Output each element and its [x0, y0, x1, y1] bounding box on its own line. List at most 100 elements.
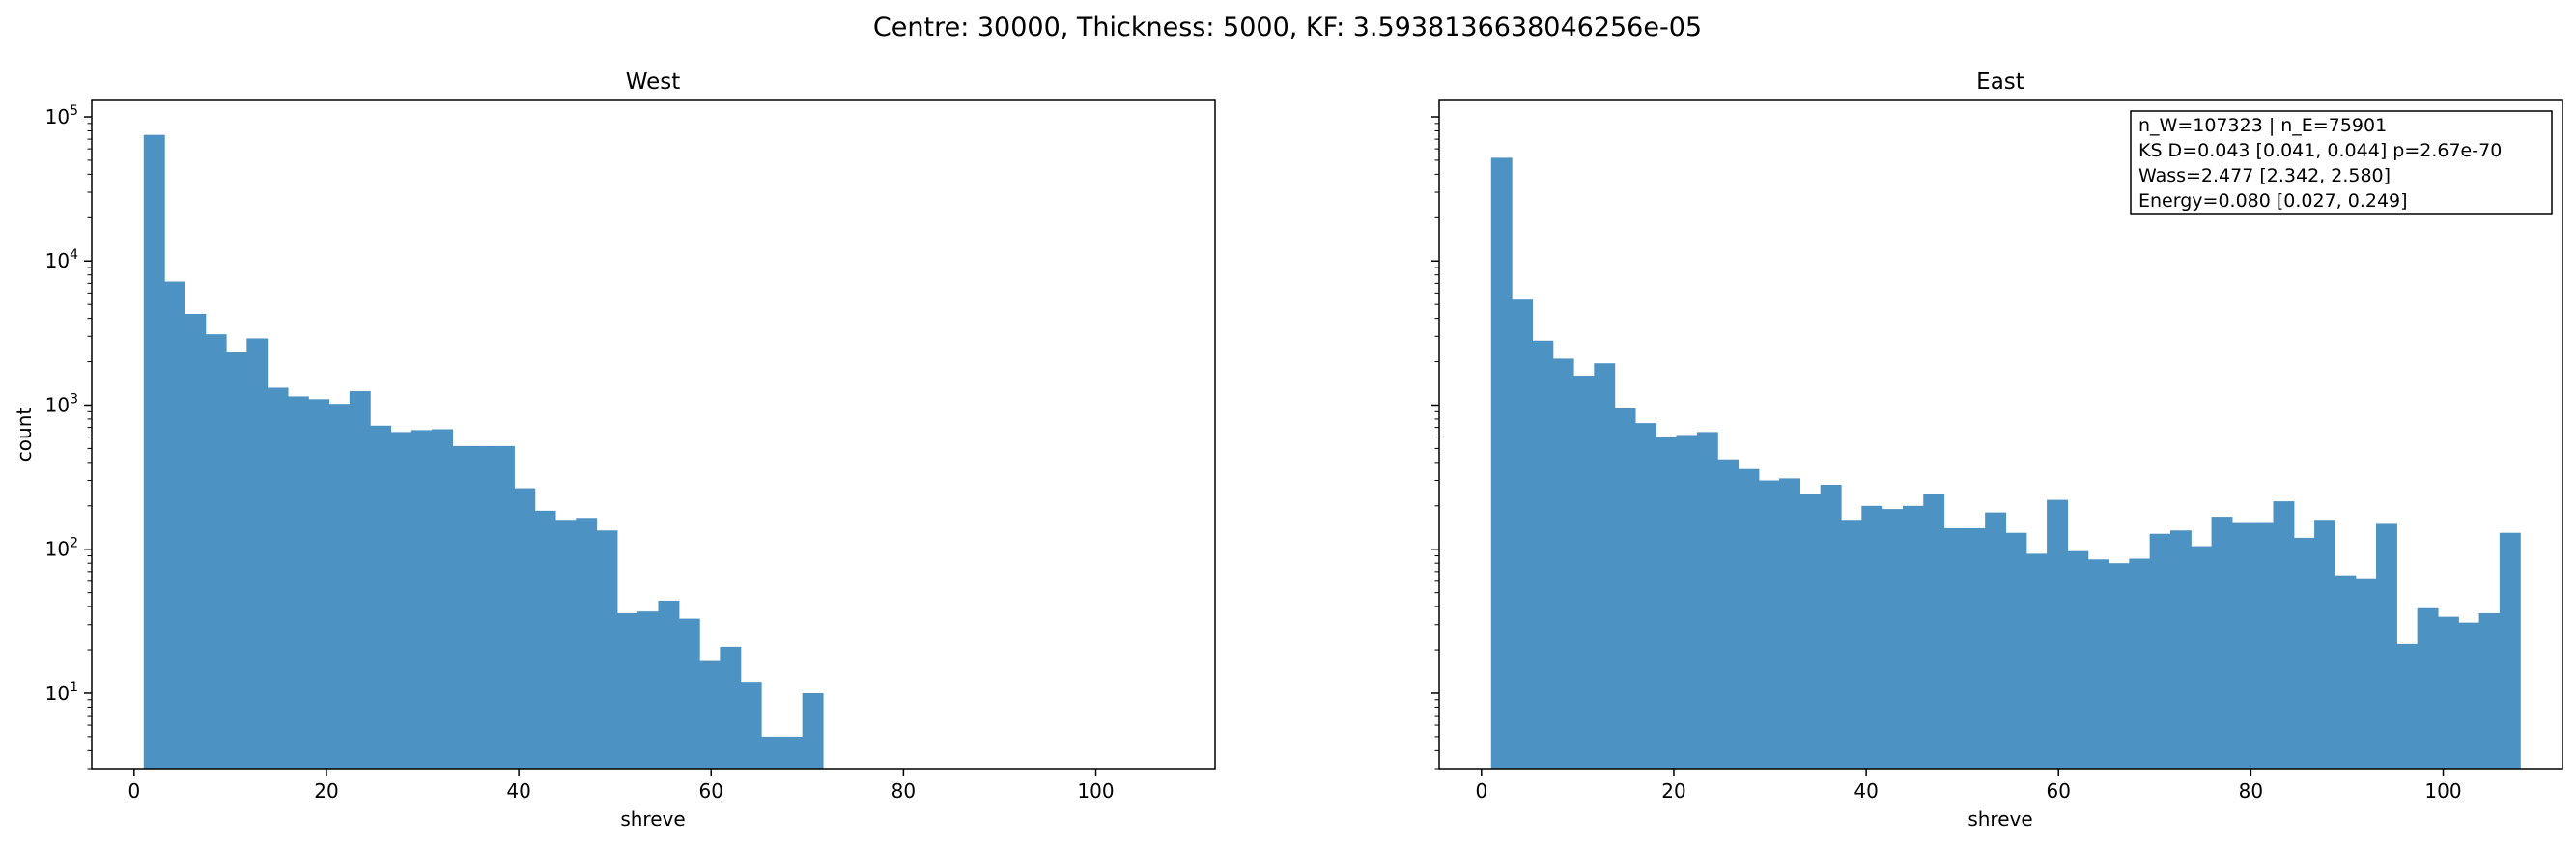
figure-suptitle: Centre: 30000, Thickness: 5000, KF: 3.59… [873, 13, 1702, 42]
west-bars [143, 134, 824, 769]
east-xtick-label-100: 100 [2424, 779, 2461, 803]
west-bar-13 [410, 430, 433, 769]
west-bar-10 [349, 391, 371, 769]
west-bar-8 [308, 399, 330, 769]
west-panel: West shreve count 0 20 40 60 80 100 101 102 103… [13, 70, 1216, 831]
east-bar-13 [1758, 480, 1780, 769]
stats-line-3: Wass=2.477 [2.342, 2.580] [2138, 165, 2391, 186]
east-xtick-label-0: 0 [1475, 779, 1487, 803]
east-bar-15 [1799, 493, 1822, 769]
east-bar-3 [1552, 358, 1574, 769]
west-bar-16 [472, 445, 495, 769]
west-ytick-label-10: 101 [45, 680, 78, 705]
west-bar-19 [534, 510, 556, 769]
west-bar-6 [267, 387, 289, 769]
east-bar-19 [1882, 509, 1904, 769]
east-axes-frame [1438, 99, 2563, 770]
west-axes-frame [91, 99, 1216, 770]
east-bar-46 [2437, 616, 2459, 769]
east-bar-35 [2211, 517, 2233, 769]
west-bar-3 [205, 334, 227, 769]
west-xtick-label-100: 100 [1077, 779, 1114, 803]
west-bar-0 [143, 134, 165, 769]
west-ytick-label-1000: 103 [45, 391, 78, 416]
east-bar-28 [2067, 550, 2089, 769]
east-bar-20 [1902, 505, 1924, 769]
east-stats-annotation: n_W=107323 | n_E=75901 KS D=0.043 [0.041… [2130, 110, 2553, 215]
west-bar-31 [781, 736, 804, 769]
west-xticks: 0 20 40 60 80 100 [127, 769, 1115, 803]
west-bar-18 [514, 488, 536, 769]
west-bar-2 [184, 313, 207, 769]
east-bar-14 [1779, 478, 1800, 769]
east-yticks [1431, 116, 1439, 770]
west-xtick-label-0: 0 [127, 779, 140, 803]
west-xtick-label-80: 80 [892, 779, 916, 803]
east-bar-38 [2273, 501, 2295, 769]
east-bar-24 [1985, 512, 2007, 769]
east-bar-43 [2376, 523, 2397, 769]
west-title: West [626, 70, 681, 95]
east-bar-32 [2149, 533, 2171, 769]
west-bar-24 [637, 611, 660, 769]
west-xlabel: shreve [620, 807, 685, 831]
west-bar-27 [699, 660, 722, 769]
west-bar-1 [164, 281, 185, 769]
west-bar-14 [432, 429, 453, 769]
east-xtick-label-40: 40 [1854, 779, 1878, 803]
west-bar-32 [802, 692, 824, 769]
west-yticks: 101 102 103 104 105 [45, 103, 92, 770]
west-bar-20 [554, 520, 577, 769]
east-bar-44 [2396, 643, 2419, 769]
stats-line-2: KS D=0.043 [0.041, 0.044] p=2.67e-70 [2138, 140, 2502, 161]
east-bar-10 [1696, 432, 1718, 769]
west-xtick-label-20: 20 [314, 779, 338, 803]
west-bar-28 [720, 646, 742, 769]
east-bar-42 [2355, 578, 2377, 769]
east-xticks: 0 20 40 60 80 100 [1475, 769, 2462, 803]
east-xtick-label-60: 60 [2047, 779, 2071, 803]
west-ytick-label-10000: 104 [45, 247, 78, 272]
east-bar-18 [1861, 505, 1883, 769]
east-bar-37 [2252, 522, 2275, 769]
east-bar-8 [1656, 437, 1678, 769]
east-bar-27 [2047, 499, 2069, 769]
east-bar-47 [2458, 622, 2480, 769]
east-stats-box [2130, 110, 2553, 215]
stats-line-4: Energy=0.080 [0.027, 0.249] [2138, 190, 2408, 211]
east-xtick-label-80: 80 [2239, 779, 2263, 803]
west-bar-23 [616, 612, 638, 769]
west-bar-29 [740, 682, 762, 769]
east-bars [1490, 157, 2521, 769]
west-bar-4 [226, 352, 247, 769]
east-bar-41 [2335, 575, 2357, 769]
east-bar-45 [2417, 607, 2439, 769]
east-bar-1 [1512, 299, 1533, 769]
west-bar-5 [246, 338, 269, 769]
east-bar-25 [2005, 532, 2027, 769]
west-ytick-label-100: 102 [45, 536, 78, 561]
east-xtick-label-20: 20 [1661, 779, 1685, 803]
east-bar-7 [1634, 423, 1656, 769]
west-bar-22 [596, 530, 618, 769]
west-bar-25 [658, 600, 680, 769]
west-bar-21 [576, 518, 598, 769]
east-bar-6 [1614, 408, 1636, 769]
west-bar-7 [287, 396, 309, 769]
west-bar-11 [370, 425, 392, 769]
stats-line-1: n_W=107323 | n_E=75901 [2138, 115, 2387, 136]
east-bar-0 [1490, 157, 1513, 769]
east-bar-33 [2169, 530, 2192, 769]
east-bar-4 [1573, 376, 1595, 769]
east-bar-17 [1841, 520, 1862, 769]
east-bar-39 [2293, 537, 2315, 769]
west-bar-17 [494, 445, 515, 769]
east-bar-31 [2129, 558, 2151, 769]
east-bar-29 [2087, 559, 2109, 769]
east-bar-26 [2025, 553, 2048, 769]
east-bar-40 [2314, 520, 2336, 769]
east-bar-48 [2478, 612, 2501, 769]
west-ylabel: count [13, 408, 36, 463]
east-bar-30 [2109, 563, 2130, 769]
